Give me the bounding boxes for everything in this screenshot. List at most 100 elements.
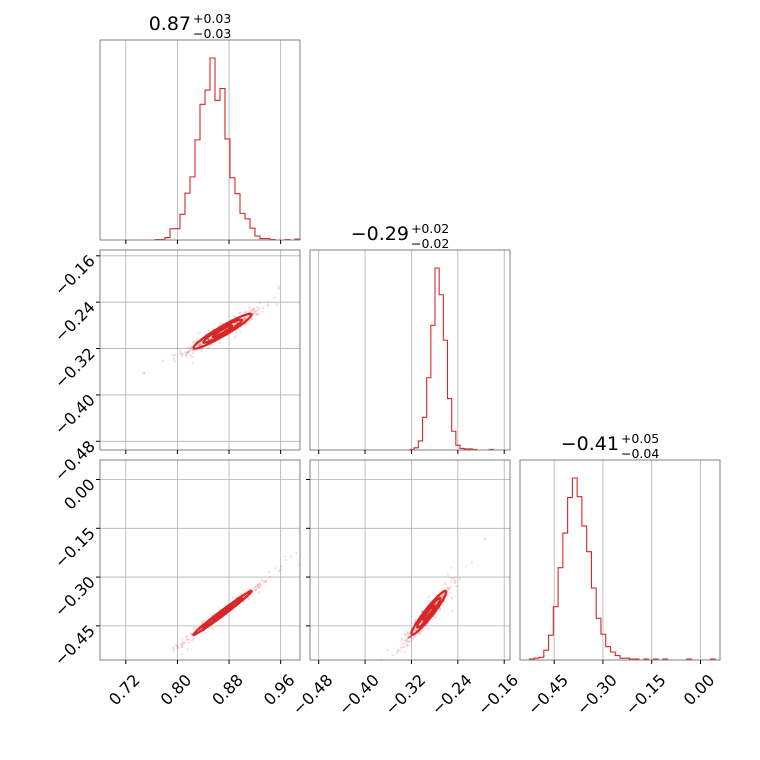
sample-point [405, 639, 408, 642]
sample-point [420, 610, 423, 613]
sample-point [253, 307, 256, 310]
sample-point [444, 582, 447, 586]
sample-point [255, 585, 258, 588]
sample-point [444, 600, 447, 603]
sample-point [408, 635, 411, 638]
sample-point [285, 558, 288, 562]
panel-grid-0-0 [125, 40, 282, 240]
sample-point [181, 653, 184, 656]
sample-point [221, 617, 224, 620]
sample-point [179, 349, 182, 352]
sample-point [411, 636, 414, 639]
title-plus: +0.03 [193, 11, 231, 26]
sample-point [231, 595, 234, 599]
contour-level [192, 312, 253, 350]
sample-point [235, 321, 238, 325]
contour-level [421, 604, 436, 622]
sample-point [244, 310, 247, 313]
sample-point [266, 304, 269, 307]
sample-point [191, 362, 194, 365]
sample-point [198, 331, 201, 334]
panel-grid-2-1 [310, 460, 510, 660]
sample-point [196, 338, 199, 341]
sample-point [143, 372, 146, 375]
sample-point [249, 587, 252, 591]
sample-point [427, 595, 430, 598]
sample-point [420, 621, 423, 624]
title-minus: −0.04 [621, 446, 659, 461]
sample-point [198, 343, 201, 346]
panel-grid-1-0 [100, 250, 300, 450]
sample-point [410, 639, 414, 642]
title-value: −0.29 [351, 223, 409, 245]
sample-point [420, 610, 424, 613]
sample-point [184, 353, 188, 356]
sample-point [407, 640, 410, 643]
sample-point [200, 348, 203, 351]
sample-point [207, 329, 210, 332]
sample-point [208, 344, 211, 347]
sample-point [407, 636, 410, 640]
sample-point [399, 650, 402, 653]
panel-grid-2-0 [100, 460, 300, 660]
panel-frame-2-2 [519, 459, 721, 661]
sample-point [190, 633, 193, 636]
sample-point [275, 303, 278, 306]
sample-point [179, 352, 182, 355]
panel-frame-1-0 [99, 249, 301, 451]
sample-point [396, 649, 399, 652]
sample-point [428, 599, 431, 603]
sample-point [192, 341, 195, 344]
sample-point [407, 633, 410, 636]
sample-point [182, 641, 185, 644]
sample-point [186, 638, 189, 641]
sample-point [200, 343, 203, 347]
sample-point [184, 638, 188, 641]
sample-point [450, 577, 453, 580]
sample-point [274, 567, 277, 570]
sample-point [426, 623, 429, 627]
sample-point [177, 646, 180, 650]
x-tick-label: −0.32 [381, 670, 429, 718]
sample-point [399, 646, 402, 649]
sample-point [261, 310, 264, 314]
sample-point [268, 571, 271, 574]
x-tick-label: −0.24 [428, 670, 476, 718]
panel-frame-1-1 [309, 249, 511, 451]
sample-point [386, 648, 389, 652]
sample-point [438, 609, 441, 612]
contour-level [211, 324, 234, 339]
sample-point [450, 580, 453, 583]
contour-level [416, 597, 442, 629]
sample-point [265, 580, 268, 583]
sample-point [188, 350, 191, 353]
sample-point [173, 360, 176, 363]
sample-point [254, 589, 257, 592]
sample-point [180, 638, 184, 641]
sample-point [449, 586, 452, 589]
sample-point [414, 618, 417, 621]
title-value: −0.41 [561, 433, 619, 455]
contour-level [202, 318, 244, 344]
sample-point [256, 313, 259, 316]
sample-point [432, 615, 435, 619]
sample-point [448, 591, 451, 595]
sample-point [207, 338, 210, 341]
sample-point [273, 296, 276, 299]
sample-point [397, 649, 400, 652]
sample-point [198, 344, 201, 347]
histogram-param-0 [100, 57, 301, 241]
sample-point [192, 637, 195, 640]
sample-point [187, 345, 190, 349]
sample-point [196, 349, 199, 352]
sample-point [419, 631, 422, 635]
sample-point [185, 635, 188, 639]
sample-point [219, 341, 222, 345]
sample-point [191, 639, 194, 642]
x-tick-label: 0.72 [105, 670, 144, 709]
y-tick-label: −0.30 [51, 572, 99, 620]
panel-grid-1-1 [318, 250, 505, 450]
sample-point [247, 310, 250, 313]
sample-point [409, 636, 412, 639]
sample-point [289, 555, 292, 558]
